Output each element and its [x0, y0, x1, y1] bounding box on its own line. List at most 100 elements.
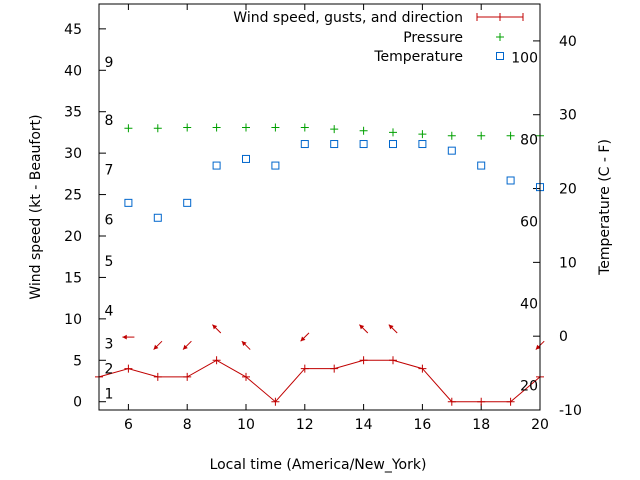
y-left-tick-label: 45 — [64, 22, 82, 38]
fahrenheit-label: 20 — [520, 378, 538, 394]
pressure-point — [359, 126, 368, 135]
beaufort-label: 1 — [105, 386, 114, 402]
wind-direction-arrow — [300, 332, 310, 342]
pressure-point — [271, 123, 280, 132]
wind-arrow-head — [241, 341, 247, 346]
wind-speed-point — [212, 356, 221, 365]
wind-speed-point — [271, 397, 280, 406]
y-left-tick-label: 30 — [64, 146, 82, 162]
pressure-point — [389, 128, 397, 137]
temperature-point — [212, 161, 221, 170]
y-axis-right-label: Temperature (C - F) — [597, 139, 613, 276]
fahrenheit-label: 100 — [511, 50, 538, 66]
pressure-point — [477, 131, 486, 140]
wind-arrow-head — [153, 344, 159, 350]
beaufort-label: 4 — [105, 304, 114, 320]
wind-speed-point — [418, 364, 427, 373]
temperature-point — [271, 161, 280, 170]
pressure-point — [153, 124, 162, 133]
temperature-point — [330, 140, 339, 149]
wind-direction-arrow — [359, 324, 369, 334]
temperature-point — [506, 176, 515, 185]
wind-speed-point — [300, 364, 309, 373]
wind-direction-arrow — [212, 324, 222, 334]
temperature-point — [183, 198, 192, 207]
x-tick-label: 14 — [355, 417, 373, 433]
y-left-tick-label: 15 — [64, 270, 82, 286]
wind-direction-arrow — [241, 340, 251, 350]
temperature-point — [477, 161, 486, 170]
wind-arrow-head — [535, 344, 541, 350]
beaufort-label: 6 — [105, 212, 114, 228]
wind-direction-arrow — [182, 340, 192, 350]
beaufort-label: 8 — [105, 113, 114, 129]
x-tick-label: 10 — [237, 417, 255, 433]
legend-label: Temperature — [373, 49, 463, 65]
x-axis-label: Local time (America/New_York) — [210, 457, 427, 473]
wind-speed-point — [447, 397, 456, 406]
y-left-tick-label: 5 — [73, 353, 82, 369]
x-tick-label: 20 — [531, 417, 549, 433]
wind-arrow-head — [212, 324, 218, 330]
y-right-tick-label: 30 — [559, 108, 577, 124]
tick-labels: 6 8 10 12 14 16 18 2005101520253035404512345678… — [64, 22, 582, 433]
y-axis-left-label: Wind speed (kt - Beaufort) — [28, 114, 44, 299]
wind-speed-point — [153, 372, 162, 381]
legend: Wind speed, gusts, and direction Pressure… — [233, 10, 524, 65]
x-tick-label: 6 — [124, 417, 133, 433]
x-tick-label: 18 — [472, 417, 490, 433]
x-tick-label: 16 — [413, 417, 431, 433]
wind-arrow-head — [388, 324, 394, 330]
fahrenheit-label: 40 — [520, 296, 538, 312]
legend-label: Pressure — [403, 30, 463, 46]
legend-label: Wind speed, gusts, and direction — [233, 10, 463, 26]
legend-swatch-marker — [496, 52, 504, 60]
y-right-tick-label: 0 — [559, 329, 568, 345]
y-left-tick-label: 10 — [64, 312, 82, 328]
temperature-point — [418, 140, 427, 149]
temperature-point — [124, 198, 133, 207]
series-layer — [95, 123, 545, 406]
beaufort-label: 2 — [105, 362, 114, 378]
wind-direction-arrow — [153, 340, 163, 350]
pressure-point — [124, 124, 133, 133]
wind-speed-point — [389, 356, 397, 365]
y-right-tick-label: 10 — [559, 255, 577, 271]
beaufort-label: 3 — [105, 337, 114, 353]
wind-speed-point — [330, 364, 339, 373]
fahrenheit-label: 60 — [520, 214, 538, 230]
y-left-tick-label: 25 — [64, 188, 82, 204]
fahrenheit-label: 80 — [520, 132, 538, 148]
temperature-point — [359, 140, 368, 149]
x-tick-label: 8 — [183, 417, 192, 433]
wind-direction-arrow — [122, 334, 135, 340]
wind-arrow-head — [122, 334, 127, 340]
pressure-point — [300, 123, 309, 132]
wind-arrow-head — [183, 344, 188, 350]
wind-speed-point — [359, 356, 368, 365]
y-right-tick-label: 20 — [559, 182, 577, 198]
temperature-point — [242, 154, 250, 163]
wind-arrow-head — [359, 324, 365, 330]
y-right-tick-label: -10 — [559, 403, 582, 419]
wind-speed-point — [506, 397, 515, 406]
pressure-point — [506, 131, 515, 140]
pressure-point — [330, 125, 339, 134]
wind-speed-point — [242, 372, 250, 381]
y-left-tick-label: 20 — [64, 229, 82, 245]
temperature-point — [389, 140, 397, 149]
pressure-point — [212, 123, 221, 132]
y-left-tick-label: 35 — [64, 105, 82, 121]
tick-marks — [99, 4, 541, 411]
pressure-point — [418, 130, 427, 139]
temperature-point — [153, 213, 162, 222]
legend-swatch-marker — [496, 33, 504, 41]
wind-speed-point — [477, 397, 486, 406]
x-tick-label: 12 — [296, 417, 314, 433]
temperature-point — [300, 140, 309, 149]
temperature-point — [447, 146, 456, 155]
wind-direction-arrow — [388, 324, 398, 334]
plot-frame — [98, 3, 541, 411]
